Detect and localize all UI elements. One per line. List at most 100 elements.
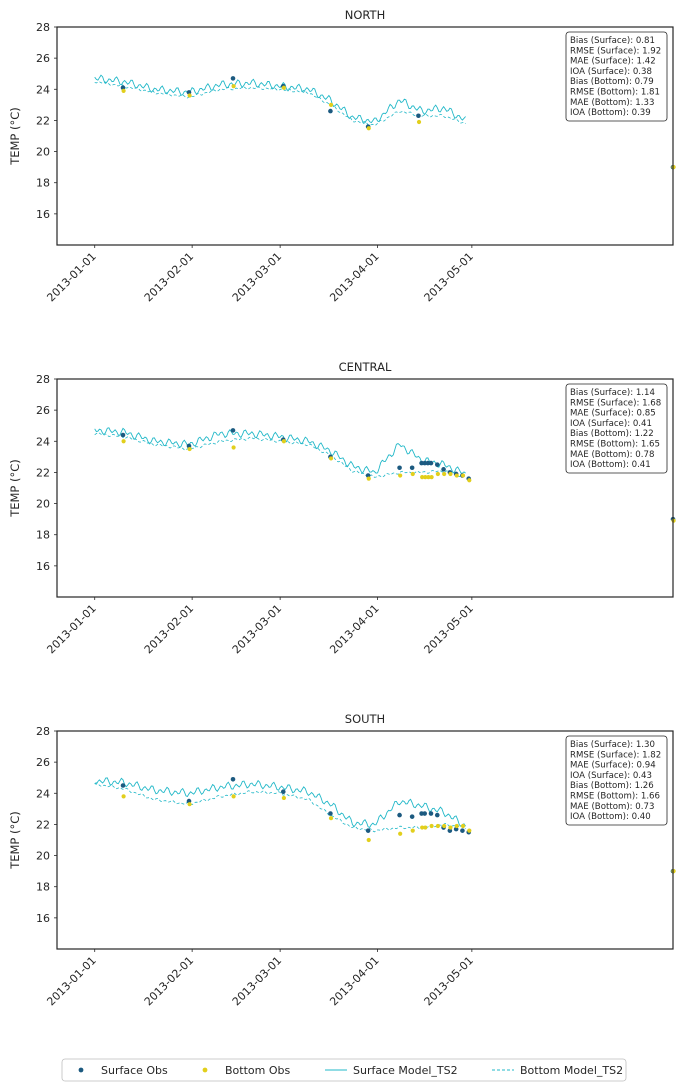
legend-marker (202, 1067, 208, 1073)
stats-line: MAE (Surface): 0.94 (570, 761, 656, 771)
legend-entry-bottom-model: Bottom Model_TS2 (492, 1064, 623, 1077)
surface-obs-point (230, 776, 236, 782)
surface-obs-point (230, 76, 236, 81)
x-tick-label: 2013-01-01 (44, 250, 98, 304)
y-tick-label: 20 (36, 498, 50, 511)
surface-model-line (94, 777, 466, 828)
y-tick-label: 26 (36, 52, 50, 65)
bottom-obs-point (420, 825, 425, 830)
legend-entry-bottom-obs: Bottom Obs (202, 1064, 290, 1077)
legend-marker (78, 1067, 84, 1073)
bottom-obs-point (231, 84, 236, 89)
y-tick-label: 24 (36, 435, 50, 448)
bottom-obs-point (429, 475, 434, 480)
bottom-obs-point (435, 823, 440, 829)
surface-obs-point (419, 460, 424, 466)
surface-obs-point (441, 467, 446, 472)
stats-box-frame (565, 31, 668, 122)
x-tick-label: 2013-05-01 (422, 954, 476, 1008)
y-tick-label: 28 (36, 373, 50, 386)
bottom-obs-point (328, 102, 334, 107)
y-tick-label: 20 (36, 146, 50, 159)
legend: Surface Obs Bottom Obs Surface Model_TS2 Bo… (61, 1058, 627, 1082)
bottom-obs-point (398, 473, 403, 478)
panel-title: SOUTH (345, 712, 385, 726)
bottom-obs-point (423, 475, 428, 480)
stats-line: Bias (Bottom): 0.79 (570, 77, 654, 87)
y-tick-label: 18 (36, 529, 50, 542)
x-tick-label: 2013-03-01 (230, 602, 284, 656)
y-axis-label: TEMP (°C) (8, 459, 22, 518)
surface-obs-point (419, 811, 424, 816)
stats-line: Bias (Bottom): 1.26 (570, 781, 654, 791)
bottom-obs-point (398, 831, 403, 836)
stats-line: IOA (Surface): 0.43 (570, 771, 652, 781)
surface-obs-point (416, 113, 421, 119)
x-tick-label: 2013-02-01 (142, 602, 196, 656)
x-tick-label: 2013-02-01 (142, 250, 196, 304)
legend-label: Bottom Obs (225, 1064, 290, 1077)
x-tick-label: 2013-05-01 (422, 250, 476, 304)
y-tick-label: 20 (36, 850, 50, 863)
legend-entry-surface-obs: Surface Obs (78, 1064, 168, 1077)
stats-box-frame (565, 735, 668, 826)
y-tick-label: 24 (36, 83, 50, 96)
stats-line: RMSE (Bottom): 1.66 (570, 792, 660, 802)
plot-frame (56, 26, 674, 246)
stats-line: MAE (Bottom): 1.33 (570, 98, 654, 108)
surface-obs-point (460, 828, 465, 833)
bottom-obs-point (121, 439, 126, 444)
stats-line: Bias (Surface): 1.30 (570, 740, 655, 750)
chart-panels: NORTH 16 18 20 22 24 26 28 TEMP (°C) 2013-01-01 20… (8, 8, 676, 1008)
legend-entry-surface-model: Surface Model_TS2 (325, 1064, 458, 1077)
bottom-obs-point (420, 475, 425, 480)
bottom-obs-point (467, 478, 472, 483)
y-tick-label: 18 (36, 177, 50, 190)
bottom-obs-point (448, 825, 453, 830)
bottom-obs-point (454, 473, 459, 478)
surface-obs-point (280, 789, 286, 795)
y-tick-label: 22 (36, 114, 50, 127)
bottom-obs-point (460, 473, 466, 478)
y-tick-label: 16 (36, 912, 50, 925)
y-tick-label: 18 (36, 881, 50, 894)
surface-obs-point (120, 432, 126, 438)
surface-obs-point (425, 460, 431, 466)
surface-obs-point (120, 783, 126, 788)
y-tick-label: 28 (36, 21, 50, 34)
bottom-obs-point (231, 794, 236, 799)
stats-line: RMSE (Surface): 1.82 (570, 750, 661, 760)
bottom-obs-point (416, 119, 422, 125)
bottom-obs-point (423, 825, 428, 830)
y-tick-label: 22 (36, 818, 50, 831)
bottom-obs-point (328, 816, 334, 821)
y-tick-label: 22 (36, 466, 50, 479)
bottom-obs-point (442, 471, 447, 477)
surface-model-line (94, 427, 466, 474)
y-tick-label: 16 (36, 560, 50, 573)
bottom-obs-point (328, 456, 334, 461)
plot-frame (56, 730, 674, 950)
bottom-obs-point (281, 85, 286, 90)
bottom-obs-point (187, 802, 192, 807)
surface-obs-point (434, 812, 440, 818)
bottom-obs-point (448, 471, 453, 477)
surface-obs-point (422, 811, 428, 816)
stats-line: RMSE (Surface): 1.68 (570, 398, 661, 408)
legend-label: Surface Model_TS2 (353, 1064, 458, 1077)
surface-obs-point (365, 828, 371, 833)
bottom-obs-point (442, 823, 447, 829)
stats-line: Bias (Surface): 0.81 (570, 36, 655, 46)
bottom-obs-point (410, 471, 415, 477)
plot-frame (56, 378, 674, 598)
stats-box-frame (565, 383, 668, 474)
bottom-model-line (94, 782, 466, 833)
x-tick-label: 2013-01-01 (44, 602, 98, 656)
y-axis-label: TEMP (°C) (8, 811, 22, 870)
stats-line: RMSE (Bottom): 1.81 (570, 88, 660, 98)
surface-obs-point (422, 460, 428, 466)
